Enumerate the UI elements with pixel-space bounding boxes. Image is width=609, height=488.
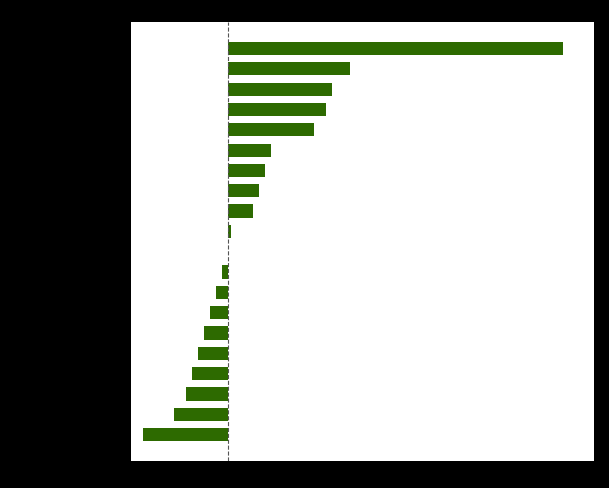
Bar — [174, 407, 228, 421]
Bar — [222, 265, 228, 279]
Bar — [210, 306, 228, 319]
Bar — [228, 184, 259, 197]
Bar — [228, 82, 332, 96]
Bar — [143, 428, 228, 441]
Bar — [198, 346, 228, 360]
Bar — [228, 225, 231, 238]
Bar — [228, 143, 271, 157]
Bar — [204, 326, 228, 340]
Bar — [228, 204, 253, 218]
Bar — [228, 164, 265, 177]
Bar — [228, 62, 350, 76]
Bar — [228, 123, 314, 137]
Bar — [228, 42, 563, 55]
Bar — [192, 367, 228, 380]
Bar — [216, 286, 228, 299]
Bar — [228, 103, 326, 116]
Bar — [186, 387, 228, 401]
